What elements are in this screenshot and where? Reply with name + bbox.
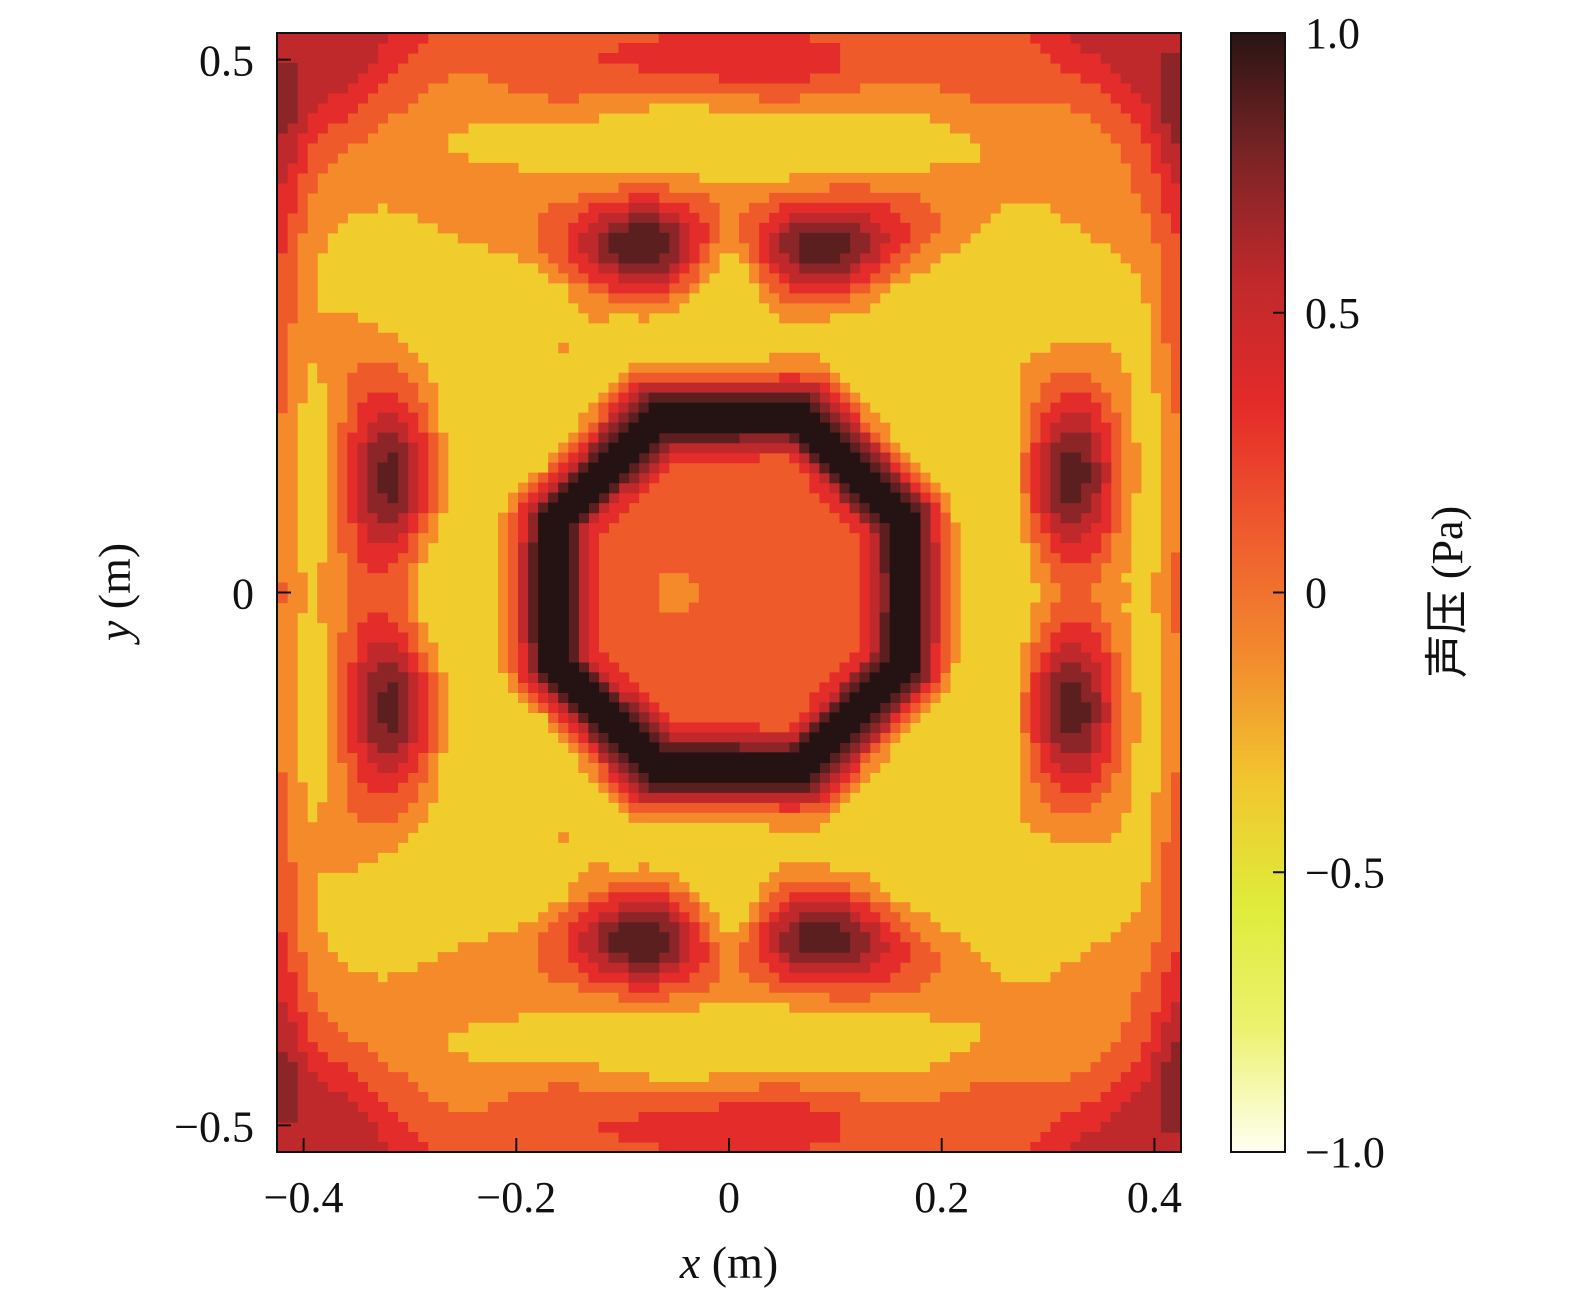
- colorbar-tick-label: 1.0: [1305, 9, 1360, 58]
- x-tick-label: 0.4: [1127, 1173, 1182, 1222]
- x-axis-label-unit: (m): [700, 1237, 778, 1288]
- y-tick-label: 0: [232, 570, 254, 619]
- x-tick-label: 0: [718, 1173, 740, 1222]
- colorbar-tick-label: 0: [1305, 569, 1327, 618]
- x-tick-label: 0.2: [914, 1173, 969, 1222]
- x-tick-label: −0.2: [476, 1173, 556, 1222]
- y-tick-label: 0.5: [199, 37, 254, 86]
- plot-area: [276, 32, 1182, 1153]
- x-axis-label: x (m): [679, 1237, 778, 1288]
- y-axis-label-unit: (m): [89, 543, 140, 621]
- y-axis-label-var: y: [89, 620, 140, 645]
- colorbar-ticks: 1.0 0.5 0 −0.5 −1.0: [1273, 9, 1385, 1177]
- x-axis-label-var: x: [679, 1237, 701, 1288]
- colorbar-tick-label: −1.0: [1305, 1128, 1385, 1177]
- x-tick-label: −0.4: [264, 1173, 344, 1222]
- colorbar-label: 声压 (Pa): [1423, 506, 1472, 678]
- contour-field: [277, 33, 1181, 1152]
- x-axis: −0.4 −0.2 0 0.2 0.4: [264, 1138, 1182, 1222]
- y-axis-label: y (m): [89, 543, 140, 645]
- colorbar: 1.0 0.5 0 −0.5 −1.0 声压 (Pa): [1230, 9, 1472, 1177]
- colorbar-tick-label: 0.5: [1305, 289, 1360, 338]
- colorbar-tick-label: −0.5: [1305, 848, 1385, 897]
- y-tick-label: −0.5: [174, 1102, 254, 1151]
- contour-level-neg0_1: [277, 33, 1181, 1152]
- y-axis: −0.5 0 0.5: [174, 37, 291, 1151]
